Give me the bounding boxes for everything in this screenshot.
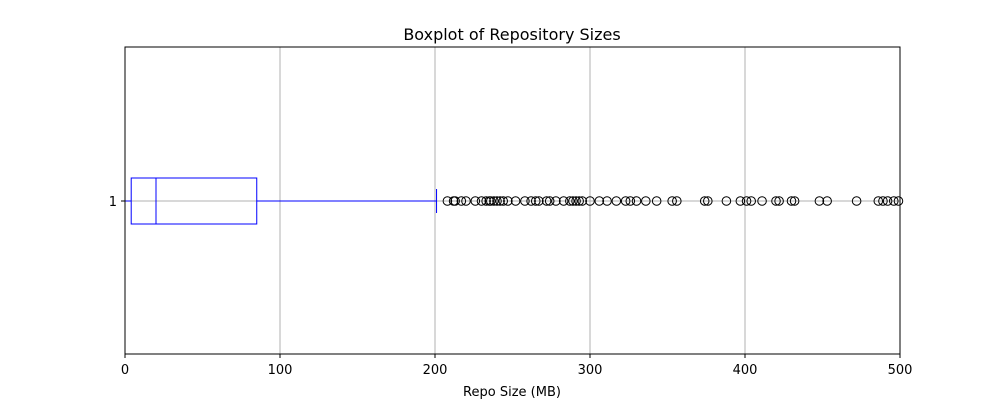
outlier-point bbox=[889, 196, 899, 206]
outlier-point bbox=[893, 196, 904, 206]
outlier-point bbox=[577, 196, 588, 206]
outlier-point bbox=[786, 196, 797, 206]
outlier-point bbox=[641, 196, 651, 206]
outlier-point bbox=[814, 196, 825, 206]
outlier-point bbox=[503, 196, 513, 206]
x-tick-label: 200 bbox=[423, 363, 448, 378]
outlier-point bbox=[625, 196, 636, 206]
outlier-point bbox=[878, 196, 888, 206]
outlier-point bbox=[631, 196, 642, 206]
chart-title: Boxplot of Repository Sizes bbox=[403, 25, 620, 44]
y-axis-ticks: 1 bbox=[109, 195, 125, 210]
outlier-point bbox=[667, 196, 677, 206]
outlier-point bbox=[450, 196, 460, 206]
outlier-point bbox=[510, 196, 521, 206]
x-axis-label: Repo Size (MB) bbox=[463, 385, 561, 400]
outlier-point bbox=[476, 196, 487, 206]
outlier-point bbox=[757, 196, 767, 206]
x-tick-label: 500 bbox=[888, 363, 913, 378]
x-tick-label: 300 bbox=[578, 363, 603, 378]
outlier-point bbox=[741, 196, 752, 206]
x-tick-label: 400 bbox=[733, 363, 758, 378]
outlier-point bbox=[789, 196, 800, 206]
outlier-point bbox=[651, 196, 662, 206]
boxplot-box-group bbox=[124, 177, 438, 225]
outlier-point bbox=[574, 196, 584, 206]
outlier-point bbox=[534, 196, 544, 206]
outlier-point bbox=[699, 196, 710, 206]
outlier-point bbox=[541, 196, 552, 206]
outlier-point bbox=[585, 196, 595, 206]
outlier-point bbox=[873, 196, 884, 206]
outlier-points bbox=[442, 196, 904, 206]
x-tick-label: 100 bbox=[268, 363, 293, 378]
outlier-point bbox=[565, 196, 575, 206]
outlier-point bbox=[882, 196, 893, 206]
outlier-point bbox=[771, 196, 781, 206]
outlier-point bbox=[558, 196, 569, 206]
outlier-point bbox=[526, 196, 536, 206]
outlier-point bbox=[456, 196, 467, 206]
outlier-point bbox=[498, 196, 509, 206]
outlier-point bbox=[489, 196, 499, 206]
outlier-point bbox=[544, 196, 555, 206]
outlier-point bbox=[746, 196, 757, 206]
outlier-point bbox=[602, 196, 612, 206]
outlier-point bbox=[568, 196, 578, 206]
outlier-point bbox=[470, 196, 481, 206]
outlier-point bbox=[703, 196, 713, 206]
outlier-point bbox=[620, 196, 631, 206]
outlier-point bbox=[442, 196, 453, 206]
outlier-point bbox=[735, 196, 746, 206]
interquartile-box bbox=[130, 177, 258, 225]
outlier-point bbox=[774, 196, 784, 206]
outlier-point bbox=[594, 196, 605, 206]
x-axis-ticks: 0 100 200 300 400 500 bbox=[121, 354, 913, 378]
outlier-point bbox=[461, 196, 471, 206]
outlier-point bbox=[495, 196, 505, 206]
outlier-point bbox=[520, 196, 530, 206]
outlier-point bbox=[611, 196, 622, 206]
outlier-point bbox=[530, 196, 541, 206]
outlier-point bbox=[851, 196, 862, 206]
outlier-point bbox=[551, 196, 561, 206]
outlier-point bbox=[486, 196, 496, 206]
x-tick-label: 0 bbox=[121, 363, 129, 378]
y-tick-label: 1 bbox=[109, 195, 117, 210]
outlier-point bbox=[721, 196, 732, 206]
outlier-point bbox=[672, 196, 682, 206]
outlier-point bbox=[571, 196, 581, 206]
outlier-point bbox=[481, 196, 491, 206]
outlier-point bbox=[822, 196, 832, 206]
outlier-point bbox=[492, 196, 502, 206]
